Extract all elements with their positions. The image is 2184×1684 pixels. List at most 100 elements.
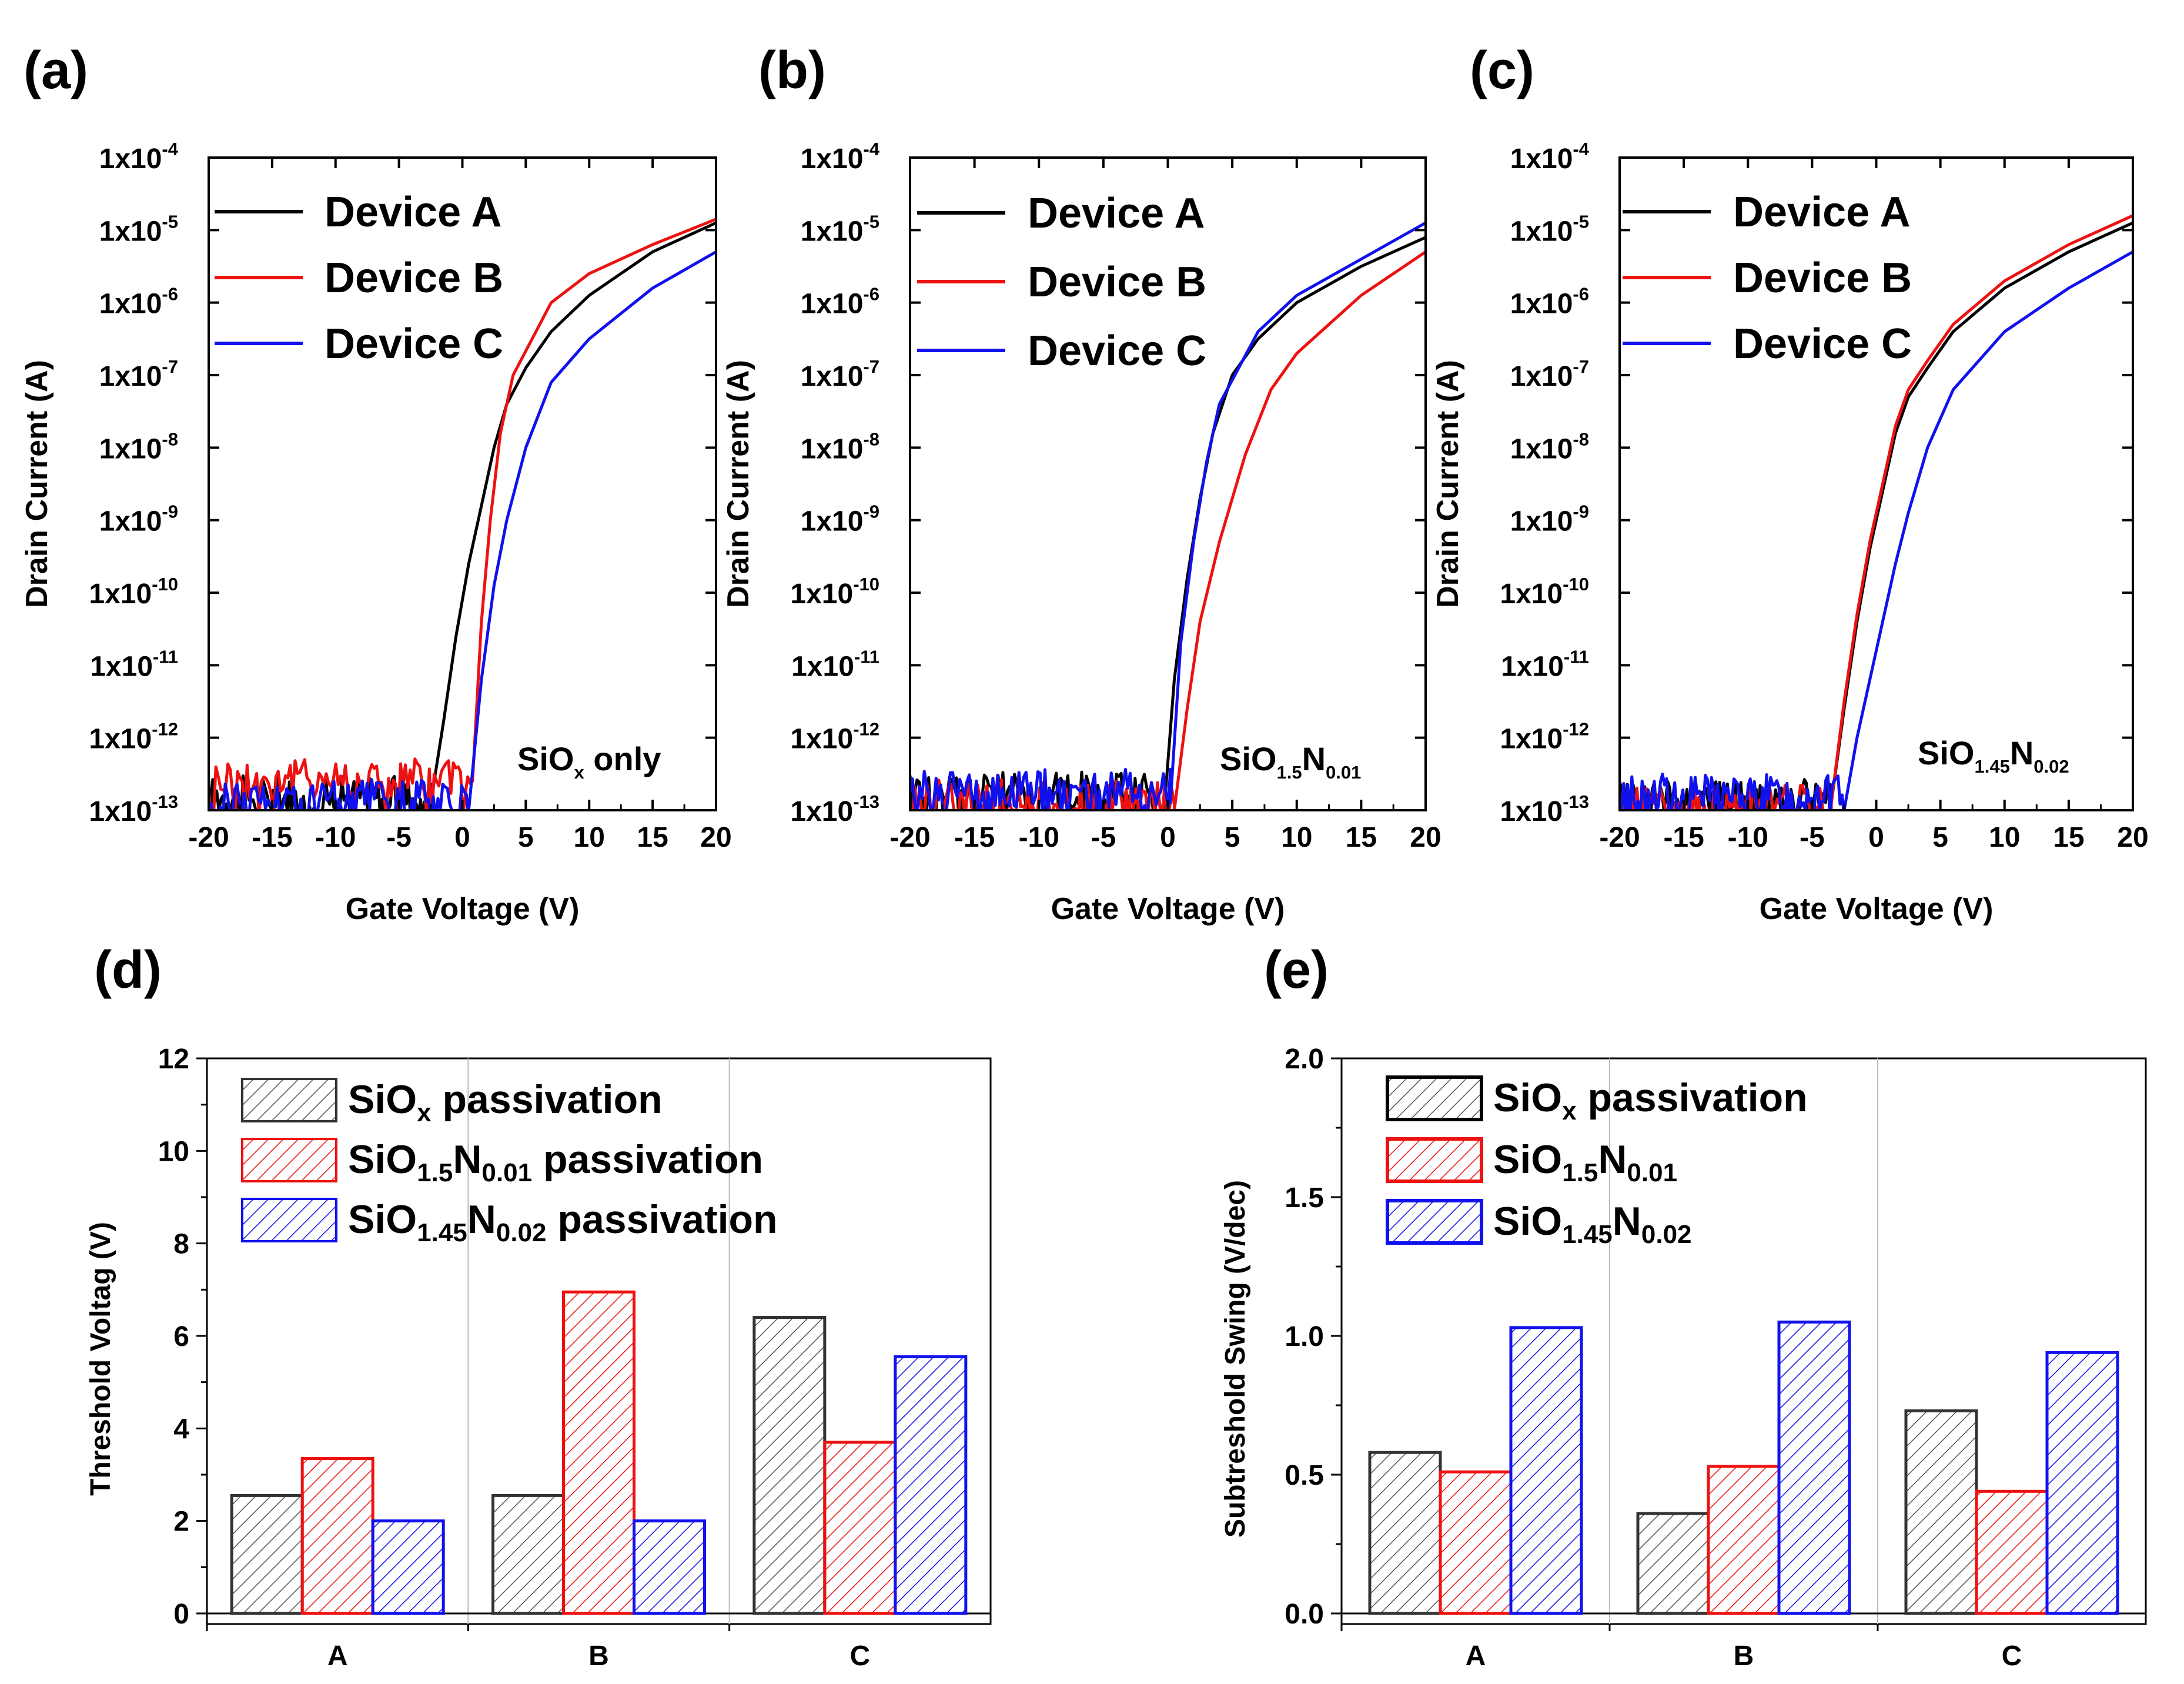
y-tick-exponent: -4 [863,139,879,159]
legend-c: Device A Device B Device C [1623,189,1912,367]
x-tick-label: 15 [1346,822,1377,853]
x-axis-label: Gate Voltage (V) [346,892,580,926]
y-tick-exponent: -6 [1573,284,1589,305]
y-tick-label: 1x10-8 [801,429,879,465]
y-tick-exponent: -7 [863,356,879,377]
y-tick-exponent: -8 [1573,429,1589,449]
plot-frame-b [909,156,1427,811]
x-tick-label: -15 [954,822,995,853]
bar-e-c-3 [2045,1351,2119,1615]
x-tick-label: -5 [386,822,412,853]
series-a-device-a [209,221,716,810]
y-tick-label: 6 [173,1321,189,1352]
y-tick-exponent: -8 [863,429,879,449]
y-tick-label: 1x10-13 [1500,791,1589,827]
y-tick-label: 2.0 [1285,1044,1324,1075]
legend-b: Device A Device B Device C [917,190,1206,375]
y-axis-label: Drain Current (A) [1431,360,1465,608]
y-tick-label: 1.5 [1285,1182,1324,1214]
plot-frame-d [206,1057,992,1625]
y-tick-exponent: -7 [1573,356,1589,377]
bar-e-b-2 [1707,1465,1781,1615]
x-tick-label: 10 [574,822,605,853]
legend-d-label-2: SiO1.5N0.01 passivation [348,1137,763,1187]
chart-b-drain-current: -20 -15 -10 -5 0 5 10 15 20 1x10-4 1x10-5 1x10-6 1x1… [721,139,1441,926]
y-tick-label: 1x10-9 [801,502,879,537]
y-tick-label: 1x10-7 [1510,356,1589,392]
x-category-label: B [588,1640,609,1672]
y-tick-exponent: -13 [853,791,879,812]
x-tick-label: 5 [1932,822,1948,853]
y-tick-label: 1x10-11 [1501,646,1589,682]
y-tick-label: 1x10-5 [99,211,178,247]
y-tick-label: 1x10-10 [790,574,879,610]
x-tick-label: 10 [1281,822,1312,853]
x-tick-label: -20 [1599,822,1640,853]
legend-e-swatch-red [1386,1137,1483,1183]
chart-c-drain-current: -20 -15 -10 -5 0 5 10 15 20 1x10-4 1x10-5 1x10-6 1x1… [1431,139,2149,926]
x-tick-label: -5 [1800,822,1825,853]
legend-d-swatch-red [241,1138,337,1182]
x-tick-label: 15 [2053,822,2084,853]
x-category-label: A [327,1640,348,1672]
x-tick-label: 10 [1989,822,2020,853]
legend-e-label-3: SiO1.45N0.02 [1493,1199,1692,1249]
y-tick-exponent: -13 [1563,791,1589,812]
series-a-device-b [209,218,716,810]
y-tick-label: 1x10-6 [99,284,178,320]
bar-d-b-3 [633,1519,706,1615]
x-tick-label: 0 [1160,822,1176,853]
x-tick-label: -10 [1728,822,1768,853]
y-tick-exponent: -5 [1573,211,1589,232]
y-tick-label: 1x10-6 [801,284,879,320]
y-tick-label: 2 [173,1506,189,1538]
x-category-label: C [849,1640,870,1672]
y-tick-exponent: -4 [1573,139,1589,159]
series-b-device-a [910,236,1426,810]
series-c-device-a [1620,221,2133,810]
bar-d-a-1 [230,1493,304,1615]
x-category-label: C [2002,1640,2022,1672]
y-tick-exponent: -12 [1563,719,1589,740]
y-tick-label: 0.5 [1285,1460,1324,1491]
legend-e-swatch-blue [1386,1199,1483,1245]
y-tick-exponent: -6 [863,284,879,305]
y-tick-label: 1x10-5 [1510,211,1589,247]
legend-d-swatch-black [241,1078,337,1122]
y-tick-label: 1x10-11 [791,646,879,682]
y-tick-exponent: -9 [162,502,178,522]
y-tick-label: 8 [173,1229,189,1260]
y-tick-label: 12 [158,1044,189,1075]
annotation-a: SiOx only [517,740,661,783]
panel-label-e: (e) [1264,941,1329,1000]
legend-e-label-1: SiOx passivation [1493,1075,1808,1125]
x-tick-label: 5 [518,822,534,853]
x-tick-label: 20 [700,822,731,853]
y-tick-label: 1x10-10 [89,574,178,610]
legend-a: Device A Device B Device C [215,189,503,367]
y-tick-exponent: -10 [853,574,879,594]
y-tick-exponent: -13 [152,791,178,812]
y-tick-label: 1.0 [1285,1321,1324,1352]
y-tick-label: 1x10-4 [801,139,880,175]
x-tick-label: -10 [1019,822,1059,853]
annotation-c: SiO1.45N0.02 [1918,734,2069,777]
x-tick-label: 5 [1225,822,1240,853]
y-tick-exponent: -7 [162,356,178,377]
y-tick-label: 1x10-10 [1500,574,1589,610]
y-tick-label: 1x10-7 [99,356,178,392]
x-tick-label: -15 [1663,822,1704,853]
bar-d-b-2 [562,1290,636,1615]
x-tick-label: -20 [889,822,930,853]
y-tick-exponent: -4 [162,139,178,159]
x-tick-label: -10 [315,822,356,853]
bar-d-c-3 [894,1355,968,1615]
legend-b-label-1: Device A [1028,190,1205,237]
bar-e-c-2 [1975,1489,2049,1615]
y-tick-label: 0.0 [1285,1599,1324,1630]
y-tick-exponent: -12 [853,719,879,740]
x-axis-label: Gate Voltage (V) [1760,892,1994,926]
x-tick-label: -15 [252,822,292,853]
panel-label-b: (b) [758,41,826,100]
bar-d-a-2 [300,1456,374,1615]
